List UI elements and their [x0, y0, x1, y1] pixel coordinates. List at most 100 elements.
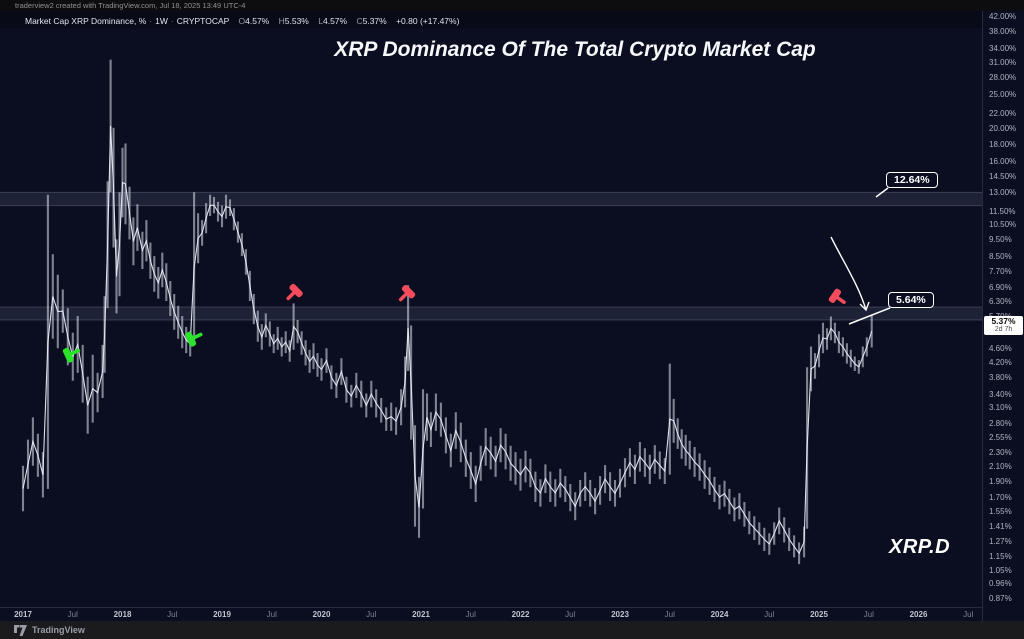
callout-tail: [848, 307, 891, 325]
arrow-annotation[interactable]: [830, 236, 870, 312]
price-tick-label: 9.50%: [989, 235, 1012, 245]
price-tick-label: 4.20%: [989, 357, 1012, 367]
close-value: 5.37%: [362, 16, 387, 26]
interval-label[interactable]: 1W: [155, 16, 168, 26]
symbol-title[interactable]: Market Cap XRP Dominance, %: [25, 16, 147, 26]
change-value: +0.80 (+17.47%): [396, 16, 460, 26]
gavel-icon[interactable]: [828, 288, 850, 310]
price-tick-label: 0.87%: [989, 593, 1012, 603]
time-tick-month: Jul: [366, 610, 377, 619]
price-tick-label: 34.00%: [989, 44, 1017, 54]
price-tick-label: 11.50%: [989, 206, 1016, 216]
exchange-label[interactable]: CRYPTOCAP: [176, 16, 230, 26]
time-tick-month: Jul: [565, 610, 576, 619]
time-tick-month: Jul: [67, 610, 78, 619]
time-tick-month: Jul: [963, 610, 974, 619]
horizontal-zone-band[interactable]: [0, 191, 982, 207]
price-tick-label: 4.60%: [989, 344, 1012, 354]
time-tick-year: 2017: [14, 610, 32, 619]
time-tick-year: 2024: [710, 610, 729, 619]
price-tick-label: 2.30%: [989, 448, 1012, 458]
price-level-callout-upper[interactable]: 12.64%: [886, 172, 938, 188]
callout-tail: [875, 187, 889, 198]
price-tick-label: 3.10%: [989, 403, 1012, 413]
close-key: C: [356, 16, 363, 26]
time-tick-month: Jul: [167, 610, 178, 619]
price-tick-label: 1.55%: [989, 507, 1012, 517]
price-level-callout-lower[interactable]: 5.64%: [888, 292, 934, 308]
price-tick-label: 31.00%: [989, 57, 1017, 67]
price-tick-label: 13.00%: [989, 188, 1017, 198]
price-tick-label: 1.90%: [989, 476, 1012, 486]
price-tick-label: 14.50%: [989, 171, 1017, 181]
last-price-badge: 5.37% 2d 7h: [984, 315, 1023, 335]
time-tick-year: 2025: [810, 610, 828, 619]
time-tick-year: 2022: [511, 610, 530, 619]
time-tick-year: 2019: [213, 610, 231, 619]
time-scale[interactable]: 2017 Jul 2018 Jul 2019 Jul 2020 Jul 2021 Jul 2022 J…: [0, 607, 982, 622]
high-value: 5.53%: [284, 16, 309, 26]
high-key: H: [278, 16, 285, 26]
price-tick-label: 2.10%: [989, 461, 1012, 471]
price-tick-label: 6.30%: [989, 296, 1012, 306]
open-key: O: [238, 16, 246, 26]
price-tick-label: 8.50%: [989, 252, 1012, 262]
open-value: 4.57%: [245, 16, 270, 26]
legend-separator: ·: [170, 16, 174, 26]
time-tick-year: 2026: [909, 610, 928, 619]
price-tick-label: 1.05%: [989, 565, 1012, 575]
price-tick-label: 20.00%: [989, 123, 1017, 133]
horizontal-zone-band[interactable]: [0, 306, 982, 321]
time-tick-year: 2023: [611, 610, 629, 619]
gavel-icon[interactable]: [282, 283, 304, 305]
price-tick-label: 1.15%: [989, 552, 1012, 562]
price-tick-label: 2.80%: [989, 418, 1012, 428]
time-tick-year: 2018: [113, 610, 132, 619]
chart-legend[interactable]: Market Cap XRP Dominance, % · 1W · CRYPTOCAP…: [25, 14, 459, 28]
price-tick-label: 28.00%: [989, 73, 1017, 83]
price-tick-label: 16.00%: [989, 157, 1017, 167]
time-tick-month: Jul: [764, 610, 775, 619]
bar-countdown: 2d 7h: [994, 325, 1013, 333]
tradingview-brand-text[interactable]: TradingView: [32, 625, 85, 635]
price-chart-canvas[interactable]: [0, 11, 1024, 639]
price-tick-label: 3.80%: [989, 372, 1012, 382]
time-tick-month: Jul: [266, 610, 277, 619]
last-price-label: 5.37%: [991, 315, 1016, 326]
attribution-bar: traderview2 created with TradingView.com…: [0, 0, 1024, 11]
price-scale[interactable]: 5.37% 2d 7h 42.00% 38.00% 34.00% 31.00% 28.0…: [982, 11, 1024, 621]
gavel-icon[interactable]: [184, 327, 205, 347]
attribution-text: traderview2 created with TradingView.com…: [15, 1, 246, 10]
price-tick-label: 6.90%: [989, 283, 1012, 293]
price-tick-label: 22.00%: [989, 109, 1017, 119]
price-tick-label: 2.55%: [989, 432, 1012, 442]
time-tick-year: 2021: [412, 610, 430, 619]
price-tick-label: 7.70%: [989, 266, 1012, 276]
price-tick-label: 10.50%: [989, 220, 1017, 230]
price-tick-label: 3.40%: [989, 389, 1012, 399]
price-tick-label: 1.70%: [989, 493, 1012, 503]
low-value: 4.57%: [322, 16, 348, 26]
price-tick-label: 25.00%: [989, 90, 1017, 100]
price-tick-label: 38.00%: [989, 27, 1017, 37]
legend-backdrop: [0, 11, 982, 28]
footer-bar: TradingView: [0, 621, 1024, 639]
time-tick-month: Jul: [863, 610, 874, 619]
price-tick-label: 1.41%: [989, 521, 1012, 531]
gavel-icon[interactable]: [394, 284, 416, 306]
tradingview-logo-icon[interactable]: [14, 624, 27, 636]
chart-title: XRP Dominance Of The Total Crypto Market…: [334, 38, 816, 61]
time-tick-year: 2020: [312, 610, 331, 619]
symbol-watermark: XRP.D: [889, 536, 951, 558]
time-tick-month: Jul: [465, 610, 476, 619]
price-tick-label: 1.27%: [989, 537, 1012, 547]
time-tick-month: Jul: [664, 610, 675, 619]
legend-separator: ·: [149, 16, 153, 26]
candlestick-series-midline: [22, 125, 873, 555]
price-tick-label: 42.00%: [989, 12, 1017, 22]
gavel-icon[interactable]: [62, 343, 83, 363]
low-key: L: [318, 16, 323, 26]
price-tick-label: 18.00%: [989, 139, 1017, 149]
price-tick-label: 0.96%: [989, 579, 1012, 589]
